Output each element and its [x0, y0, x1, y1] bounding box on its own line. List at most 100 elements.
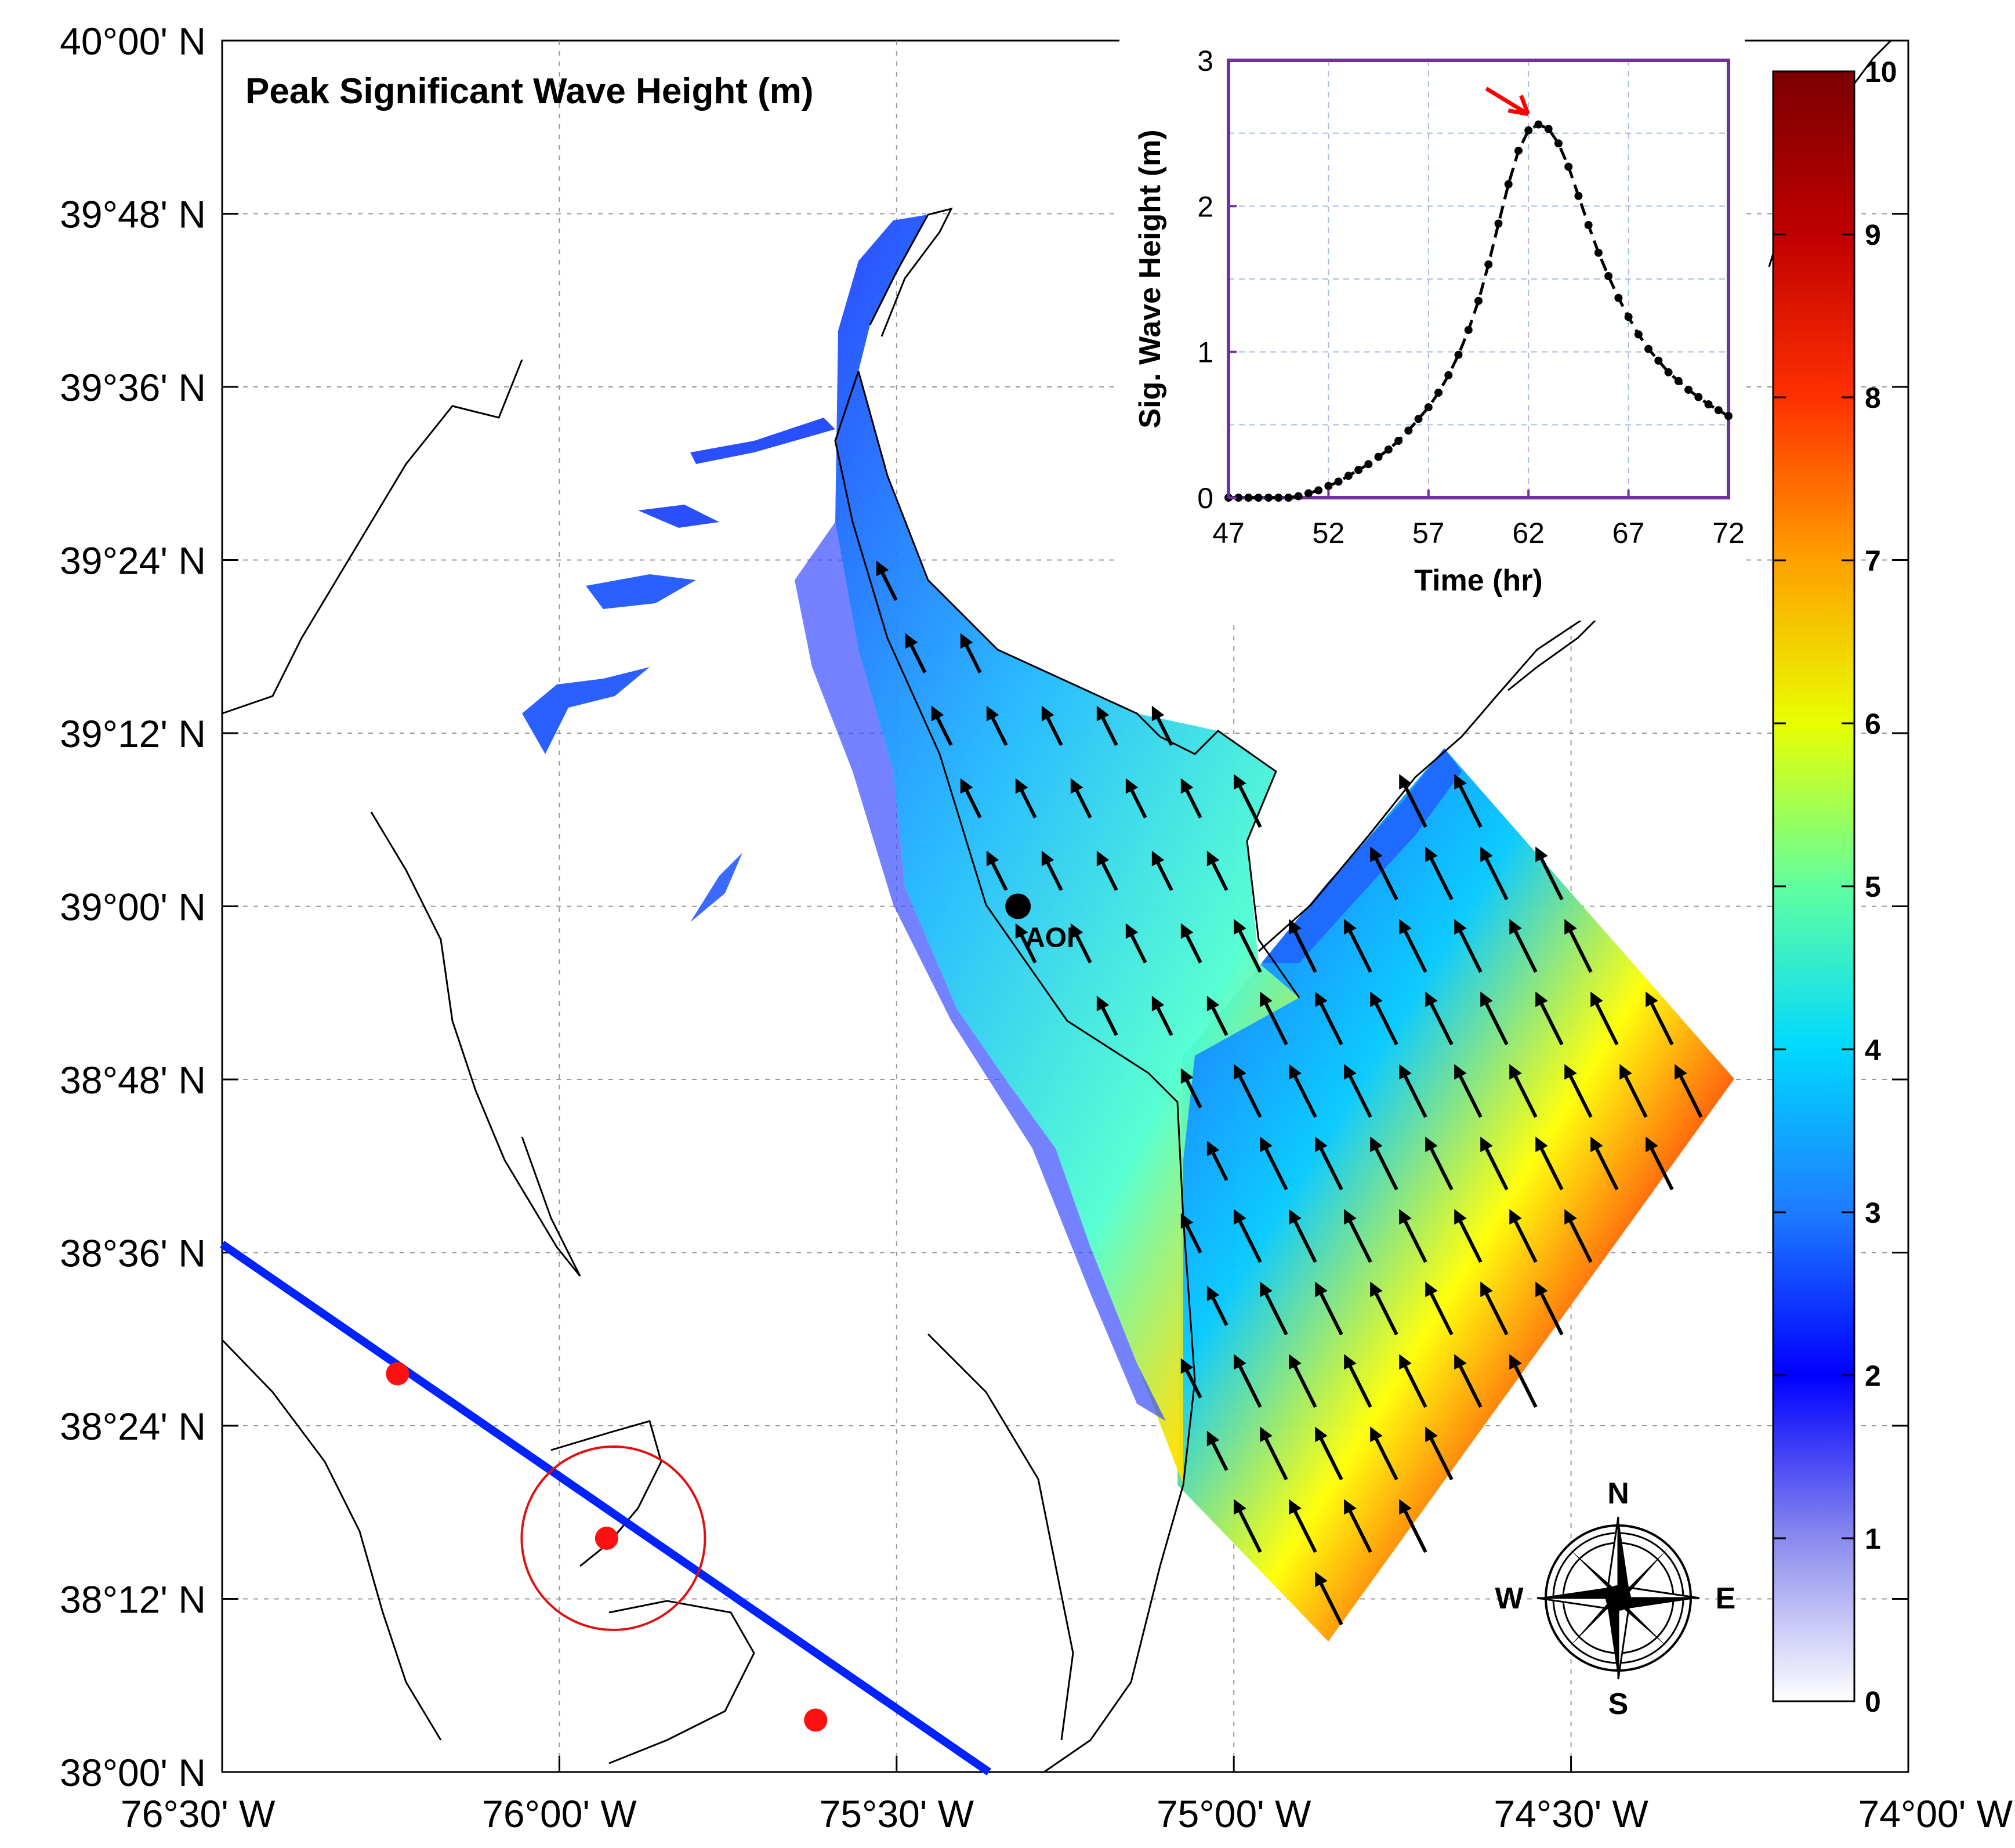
- wave-arrow: [1480, 1136, 1509, 1191]
- wave-arrow: [1646, 991, 1674, 1046]
- wave-arrow: [1454, 1209, 1483, 1263]
- lat-tick-label: 39°48' N: [60, 193, 206, 236]
- inset-data-point: [1704, 400, 1713, 409]
- wave-arrow: [1675, 1064, 1703, 1118]
- wave-arrow: [1454, 919, 1483, 973]
- wave-arrow: [1206, 1140, 1228, 1181]
- inset-data-point: [1524, 126, 1533, 135]
- inset-data-point: [1674, 376, 1683, 385]
- wave-direction-arrows: [876, 560, 1703, 1626]
- wave-arrow: [1480, 1281, 1509, 1336]
- aoi-label: AOI: [1025, 923, 1074, 954]
- wave-arrow: [1535, 846, 1564, 901]
- inset-data-point: [1394, 436, 1403, 445]
- inset-data-point: [1624, 313, 1633, 321]
- inset-data-point: [1474, 296, 1483, 305]
- wave-arrow: [1425, 1136, 1454, 1191]
- lat-tick-label: 38°12' N: [60, 1578, 206, 1621]
- wave-arrow: [876, 560, 898, 601]
- wave-field-ocean: [1177, 748, 1734, 1642]
- longitude-tick-labels: 76°30' W 76°00' W 75°30' W 75°00' W 74°30' W…: [121, 1792, 2013, 1835]
- lon-tick-label: 75°30' W: [820, 1792, 974, 1835]
- wave-arrow: [1425, 1281, 1454, 1336]
- wave-arrow: [1344, 1209, 1372, 1263]
- colorbar-tick-label: 7: [1865, 545, 1881, 577]
- inset-data-point: [1414, 415, 1423, 423]
- inset-x-axis-label: Time (hr): [1414, 564, 1543, 597]
- storm-track: [220, 1241, 991, 1775]
- wave-arrow: [1289, 1209, 1317, 1263]
- wave-arrow: [1344, 1354, 1372, 1408]
- wave-arrow: [1260, 1136, 1288, 1191]
- colorbar-tick-label: 3: [1865, 1197, 1881, 1229]
- wave-arrow: [1425, 991, 1454, 1046]
- colorbar-ramp: [1772, 70, 1855, 1702]
- wave-arrow: [1234, 1354, 1262, 1408]
- inset-y-tick: 3: [1197, 45, 1213, 77]
- colorbar-tick-label: 9: [1865, 219, 1881, 251]
- wave-arrow: [1315, 1281, 1343, 1336]
- inset-y-tick: 1: [1197, 336, 1213, 369]
- wave-arrow: [1399, 774, 1427, 828]
- inset-x-tick: 47: [1212, 517, 1245, 549]
- inset-data-point: [1334, 477, 1343, 486]
- wave-arrow: [1535, 991, 1564, 1046]
- wave-arrow: [1151, 995, 1173, 1036]
- wave-arrow: [986, 850, 1008, 891]
- wave-arrow: [1015, 923, 1037, 963]
- wave-arrow: [1289, 919, 1317, 973]
- colorbar-tick-label: 1: [1865, 1523, 1881, 1555]
- wave-arrow: [1454, 1354, 1483, 1408]
- lat-tick-label: 39°36' N: [60, 366, 206, 409]
- wave-arrow: [1151, 850, 1173, 891]
- wave-arrow: [1315, 991, 1343, 1046]
- wave-arrow: [1564, 1209, 1593, 1263]
- wave-arrow: [1564, 1064, 1593, 1118]
- lon-tick-label: 74°00' W: [1858, 1792, 2013, 1835]
- lat-tick-label: 38°36' N: [60, 1232, 206, 1275]
- wave-arrow: [1206, 1285, 1228, 1326]
- inset-data-point: [1644, 345, 1653, 353]
- wave-arrow: [1399, 1354, 1427, 1408]
- colorbar-tick-label: 10: [1865, 56, 1897, 88]
- inset-data-point: [1374, 452, 1383, 461]
- storm-point: [386, 1362, 409, 1386]
- wave-arrow: [1151, 705, 1173, 746]
- inset-data-point: [1434, 389, 1443, 397]
- wave-arrow: [1535, 1136, 1564, 1191]
- inset-data-point: [1354, 466, 1363, 474]
- wave-arrow: [1234, 1064, 1262, 1118]
- wave-arrow: [1070, 923, 1092, 963]
- wave-arrow: [1425, 1426, 1454, 1481]
- inset-x-tick: 57: [1412, 517, 1445, 549]
- lat-tick-label: 39°00' N: [60, 886, 206, 929]
- wave-arrow: [960, 633, 982, 673]
- inset-data-point: [1274, 494, 1283, 502]
- inset-data-point: [1314, 486, 1323, 495]
- inset-data-point: [1244, 494, 1253, 502]
- wave-arrow: [1564, 919, 1593, 973]
- inset-y-tick: 2: [1197, 190, 1213, 223]
- wave-arrow: [1315, 1571, 1343, 1626]
- inset-x-tick: 62: [1512, 517, 1545, 549]
- lat-tick-label: 39°24' N: [60, 539, 206, 582]
- wave-arrow: [1399, 1499, 1427, 1553]
- tributary-4: [522, 667, 650, 754]
- inset-data-point: [1584, 221, 1593, 230]
- inset-data-point: [1574, 191, 1583, 200]
- inset-data-point: [1494, 219, 1503, 228]
- wave-arrow: [1480, 991, 1509, 1046]
- wave-arrow: [1234, 1499, 1262, 1553]
- inset-data-point: [1724, 412, 1733, 421]
- inset-data-point: [1324, 481, 1333, 490]
- map-title: Peak Significant Wave Height (m): [245, 71, 814, 111]
- tributary-3: [586, 574, 696, 609]
- wave-arrow: [1180, 923, 1202, 963]
- colorbar-tick-label: 6: [1865, 708, 1881, 740]
- lon-tick-label: 76°30' W: [121, 1792, 276, 1835]
- compass-east: E: [1716, 1582, 1736, 1615]
- wave-arrow: [1180, 778, 1202, 818]
- colorbar-tick-label: 5: [1865, 871, 1881, 903]
- wave-arrow: [1096, 995, 1118, 1036]
- inset-data-point: [1424, 403, 1433, 412]
